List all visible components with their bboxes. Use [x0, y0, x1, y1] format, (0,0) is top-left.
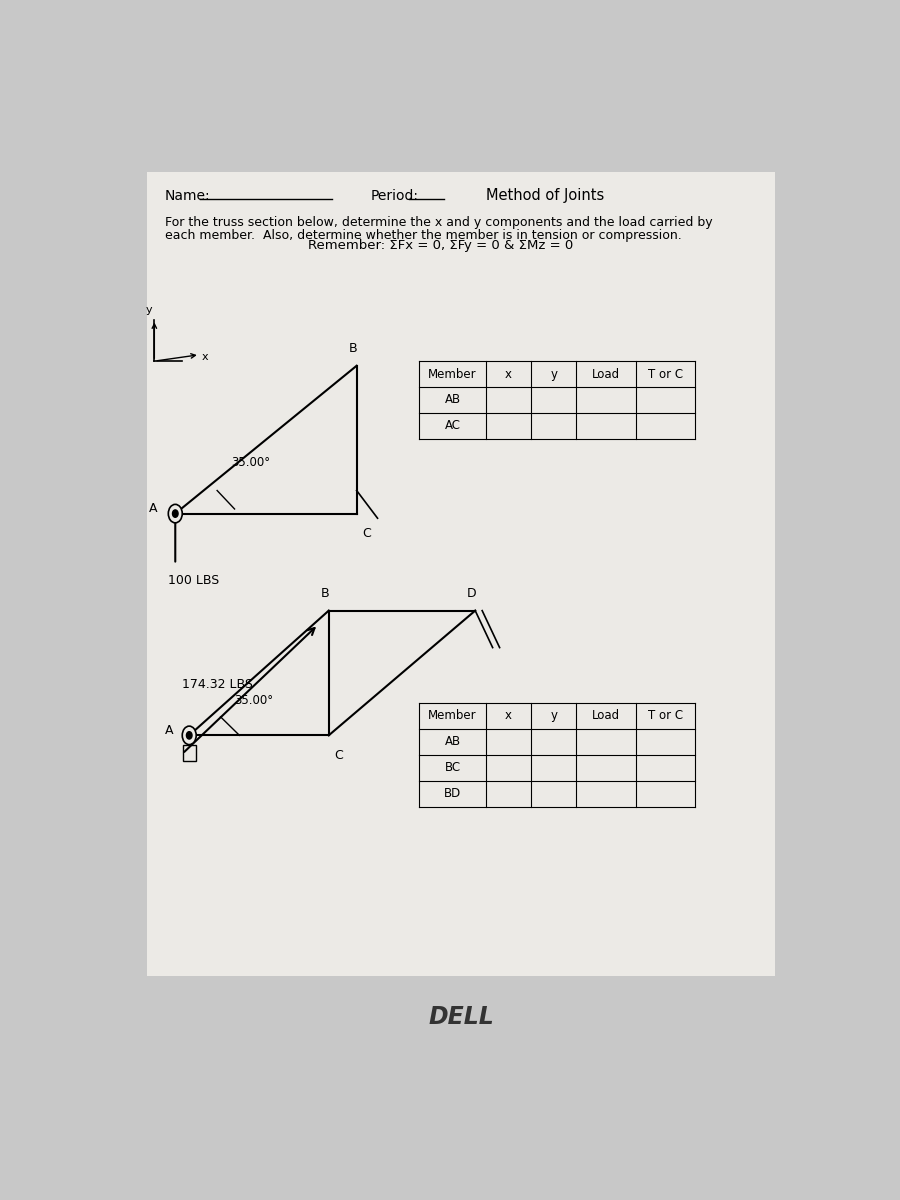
Text: AC: AC — [445, 419, 461, 432]
Circle shape — [186, 732, 192, 739]
Text: 35.00°: 35.00° — [235, 694, 274, 707]
Text: y: y — [146, 305, 152, 314]
Text: x: x — [202, 352, 209, 361]
Text: Remember: ΣFx = 0, ΣFy = 0 & ΣMz = 0: Remember: ΣFx = 0, ΣFy = 0 & ΣMz = 0 — [308, 239, 573, 252]
Text: T or C: T or C — [648, 709, 683, 722]
Text: B: B — [321, 587, 329, 600]
Text: y: y — [550, 367, 557, 380]
Text: x: x — [505, 367, 512, 380]
Text: AB: AB — [445, 736, 461, 749]
Text: Load: Load — [592, 367, 620, 380]
Text: Name:: Name: — [165, 188, 211, 203]
Text: BD: BD — [444, 787, 461, 800]
Circle shape — [168, 504, 182, 523]
Text: Method of Joints: Method of Joints — [486, 188, 604, 203]
Text: T or C: T or C — [648, 367, 683, 380]
Text: Period:: Period: — [371, 188, 418, 203]
Text: x: x — [505, 709, 512, 722]
Text: AB: AB — [445, 394, 461, 407]
Text: DELL: DELL — [428, 1006, 494, 1030]
Text: 35.00°: 35.00° — [231, 456, 270, 469]
Bar — [183, 744, 195, 761]
Text: each member.  Also, determine whether the member is in tension or compression.: each member. Also, determine whether the… — [165, 229, 681, 242]
Text: 174.32 LBS: 174.32 LBS — [182, 678, 253, 691]
Text: C: C — [334, 749, 343, 762]
Circle shape — [182, 726, 196, 744]
Circle shape — [173, 510, 178, 517]
Text: 100 LBS: 100 LBS — [168, 574, 220, 587]
Text: BC: BC — [445, 761, 461, 774]
Text: y: y — [550, 709, 557, 722]
Text: A: A — [166, 725, 174, 737]
Text: For the truss section below, determine the x and y components and the load carri: For the truss section below, determine t… — [165, 216, 713, 229]
Text: B: B — [349, 342, 357, 355]
Text: Load: Load — [592, 709, 620, 722]
Text: Member: Member — [428, 709, 477, 722]
Text: D: D — [467, 587, 476, 600]
Text: A: A — [149, 503, 158, 516]
Text: C: C — [362, 528, 371, 540]
FancyBboxPatch shape — [148, 172, 775, 976]
Text: Member: Member — [428, 367, 477, 380]
